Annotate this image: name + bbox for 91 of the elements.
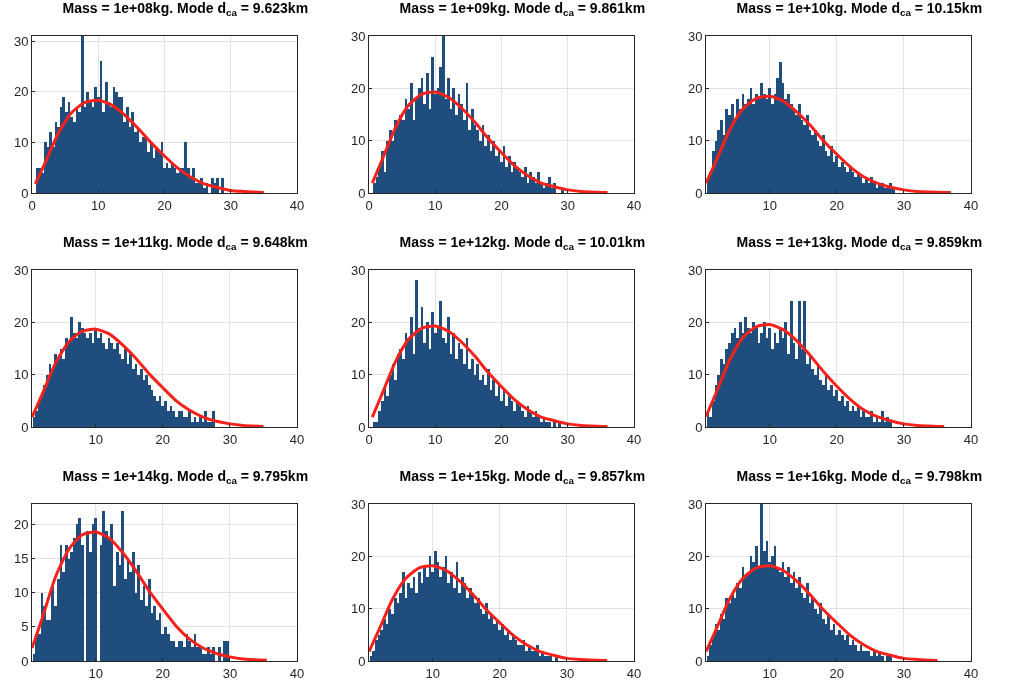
x-tick-label: 40: [626, 665, 642, 681]
y-tick-label: 10: [350, 601, 366, 617]
y-tick-label: 30: [13, 33, 29, 49]
y-tick-label: 20: [687, 80, 703, 96]
x-tick-label: 20: [829, 431, 845, 447]
x-tick-label: 10: [88, 665, 103, 681]
line-series: [32, 327, 265, 427]
y-tick-label: 30: [350, 262, 366, 278]
line-series: [370, 324, 609, 427]
y-tick-label: 0: [695, 185, 703, 201]
x-tick-label: 20: [829, 665, 845, 681]
x-tick-label: 40: [626, 197, 642, 213]
x-tick-label: 20: [155, 431, 171, 447]
x-tick-label: 40: [963, 197, 979, 213]
y-tick-label: 10: [687, 601, 703, 617]
chart-title: Mass = 1e+10kg. Mode d$_{ca}$ = 10.15km: [736, 0, 983, 19]
y-tick-label: 0: [695, 653, 703, 669]
x-tick-label: 10: [425, 665, 440, 681]
y-tick-label: 10: [13, 134, 29, 150]
x-tick-label: 30: [560, 197, 575, 213]
y-tick-label: 10: [350, 133, 366, 149]
x-tick-label: 40: [289, 665, 305, 681]
x-tick-label: 30: [223, 197, 238, 213]
y-tick-label: 20: [350, 80, 366, 96]
x-tick-label: 30: [896, 665, 912, 681]
x-tick-label: 10: [762, 665, 777, 681]
x-tick-label: 20: [494, 197, 509, 213]
x-tick-label: 30: [896, 197, 912, 213]
x-tick-label: 30: [560, 431, 575, 447]
y-tick-label: 10: [687, 133, 703, 149]
x-tick-label: 10: [762, 431, 777, 447]
chart-title: Mass = 1e+16kg. Mode d$_{ca}$ = 9.798km: [736, 468, 983, 487]
y-tick-label: 20: [13, 517, 29, 533]
y-tick-label: 5: [21, 619, 29, 635]
line-series: [706, 322, 946, 427]
line-series: [706, 94, 953, 193]
y-tick-label: 20: [687, 548, 703, 564]
y-tick-label: 20: [13, 314, 29, 330]
line-series: [370, 90, 609, 193]
y-tick-label: 0: [21, 653, 29, 669]
y-tick-label: 0: [695, 419, 703, 435]
y-tick-label: 15: [13, 551, 29, 567]
x-tick-label: 20: [492, 665, 508, 681]
x-tick-label: 10: [762, 197, 777, 213]
y-tick-label: 20: [687, 314, 703, 330]
y-tick-label: 0: [358, 419, 366, 435]
x-tick-label: 20: [157, 197, 172, 213]
y-tick-label: 10: [13, 585, 29, 601]
y-tick-label: 30: [687, 496, 703, 512]
x-tick-label: 30: [896, 431, 912, 447]
line-series: [33, 98, 266, 193]
y-tick-label: 10: [13, 367, 29, 383]
chart-title: Mass = 1e+08kg. Mode d$_{ca}$ = 9.623km: [62, 0, 309, 19]
line-series: [706, 564, 939, 661]
y-tick-label: 30: [350, 28, 366, 44]
x-tick-label: 10: [91, 197, 106, 213]
y-tick-label: 30: [687, 262, 703, 278]
chart-title: Mass = 1e+13kg. Mode d$_{ca}$ = 9.859km: [736, 234, 983, 253]
y-tick-label: 0: [21, 185, 29, 201]
y-tick-label: 30: [13, 262, 29, 278]
x-tick-label: 10: [428, 431, 443, 447]
x-tick-label: 40: [963, 665, 979, 681]
x-tick-label: 30: [222, 665, 238, 681]
chart-title: Mass = 1e+12kg. Mode d$_{ca}$ = 10.01km: [399, 234, 646, 253]
y-tick-label: 20: [350, 314, 366, 330]
line-series: [369, 564, 609, 661]
x-tick-label: 30: [559, 665, 575, 681]
y-tick-label: 20: [350, 548, 366, 564]
y-tick-label: 30: [350, 496, 366, 512]
x-tick-label: 20: [494, 431, 509, 447]
line-series: [32, 530, 269, 661]
x-tick-label: 30: [222, 431, 238, 447]
chart-title: Mass = 1e+15kg. Mode d$_{ca}$ = 9.857km: [399, 468, 646, 487]
x-tick-label: 20: [829, 197, 845, 213]
y-tick-label: 0: [21, 419, 29, 435]
chart-title: Mass = 1e+09kg. Mode d$_{ca}$ = 9.861km: [399, 0, 646, 19]
x-tick-label: 40: [626, 431, 642, 447]
chart-title: Mass = 1e+11kg. Mode d$_{ca}$ = 9.648km: [62, 234, 308, 253]
y-tick-label: 10: [350, 367, 366, 383]
x-tick-label: 40: [289, 197, 305, 213]
y-tick-label: 30: [687, 28, 703, 44]
y-tick-label: 20: [13, 84, 29, 100]
x-tick-label: 10: [88, 431, 103, 447]
y-tick-label: 0: [358, 653, 366, 669]
x-tick-label: 20: [155, 665, 171, 681]
chart-title: Mass = 1e+14kg. Mode d$_{ca}$ = 9.795km: [62, 468, 309, 487]
x-tick-label: 40: [289, 431, 305, 447]
x-tick-label: 10: [428, 197, 443, 213]
x-tick-label: 40: [963, 431, 979, 447]
y-tick-label: 10: [687, 367, 703, 383]
y-tick-label: 0: [358, 185, 366, 201]
